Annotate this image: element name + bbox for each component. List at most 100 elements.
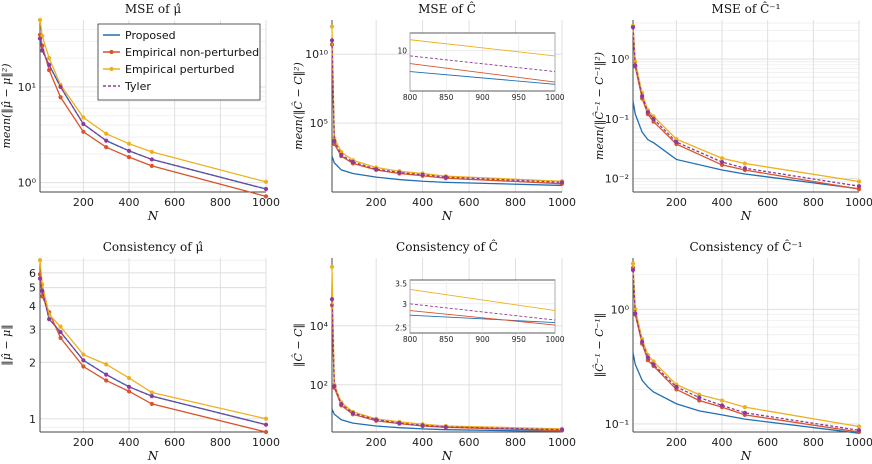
data-point [81, 358, 86, 363]
x-tick-label: 600 [459, 436, 480, 449]
x-tick-label: 400 [412, 196, 433, 209]
series-proposed [331, 155, 563, 187]
inset-x-tick-label: 900 [475, 335, 490, 344]
data-point [645, 109, 650, 115]
x-tick-label: 600 [757, 436, 778, 449]
data-point [37, 258, 43, 263]
data-point [104, 362, 109, 367]
legend: Proposed Empirical non-perturbed Empiric… [97, 23, 261, 101]
inset-y-tick-label: 10 [397, 46, 407, 55]
inset-zoom: 800 850 900 950 1000 10 [397, 32, 565, 102]
y-tick-label: 3 [29, 323, 36, 336]
series-line [409, 310, 556, 326]
data-point [81, 352, 86, 357]
data-point [149, 390, 154, 395]
series-line [409, 314, 556, 323]
data-point [339, 152, 344, 157]
series-line [632, 267, 860, 433]
x-tick-label: 1000 [845, 196, 872, 209]
series-tyler [37, 36, 269, 192]
x-tick-label: 1000 [845, 436, 872, 449]
y-axis-label: ‖Ĉ − C‖ [291, 323, 306, 367]
data-point [559, 180, 565, 185]
x-axis-label: N [147, 209, 159, 223]
data-point [630, 261, 636, 266]
y-tick-label: 10⁰ [611, 53, 630, 66]
data-point [630, 25, 636, 30]
series-tyler [37, 276, 269, 427]
x-tick-label: 800 [210, 196, 231, 209]
data-point [332, 138, 337, 144]
data-point [633, 311, 638, 316]
data-point [350, 159, 356, 165]
data-point [651, 362, 656, 367]
panel-title: Consistency of μ̂ [103, 240, 204, 254]
x-tick-label: 400 [119, 436, 140, 449]
data-point [104, 372, 109, 377]
x-tick-label: 400 [712, 436, 733, 449]
legend-marker [109, 49, 114, 55]
series-empirical-perturbed [409, 39, 556, 57]
data-point [47, 317, 52, 322]
x-tick-label: 600 [164, 196, 185, 209]
x-tick-label: 600 [757, 196, 778, 209]
minor-grid [633, 22, 859, 189]
panel-mse-cinv: 10⁻² 10⁻¹ 10⁰ 200 400 600 800 1000 MSE of Ĉ⁻¹ mea… [592, 0, 872, 223]
series-line [331, 408, 563, 433]
inset-x-tick-label: 800 [403, 335, 418, 344]
x-axis-label: N [441, 209, 453, 223]
x-tick-label: 200 [666, 436, 687, 449]
data-point [149, 394, 154, 399]
inset-x-tick-label: 1000 [545, 335, 564, 344]
data-point [856, 184, 862, 189]
y-axis-label: mean(‖Ĉ⁻¹ − C⁻¹‖²) [592, 52, 607, 160]
data-point [339, 402, 344, 407]
legend-marker [109, 66, 114, 72]
data-point [104, 378, 109, 383]
series-empirical-non-perturbed [630, 24, 862, 192]
y-tick-label: 10⁻¹ [605, 113, 629, 126]
series-line [632, 269, 860, 431]
series-empirical-perturbed [409, 288, 556, 311]
x-axis-label: N [147, 449, 159, 463]
data-point [697, 398, 702, 403]
panel-title: MSE of Ĉ [418, 0, 476, 16]
series-line [632, 263, 860, 428]
series-empirical-non-perturbed [409, 310, 556, 326]
legend-label-proposed: Proposed [125, 29, 176, 42]
x-tick-label: 200 [73, 196, 94, 209]
x-tick-label: 200 [366, 196, 387, 209]
y-tick-label: 5 [29, 282, 36, 295]
data-point [651, 116, 656, 122]
panel-title: MSE of μ̂ [125, 2, 182, 16]
data-point [633, 307, 638, 312]
series-tyler [630, 25, 862, 189]
data-point [719, 159, 725, 165]
series-line [39, 274, 267, 433]
series-line [331, 155, 563, 187]
series-line [409, 55, 556, 73]
panel-consistency-c: 10² 10⁴ 200 400 600 800 1000 Consistency of Ĉ ‖Ĉ… [291, 238, 576, 463]
data-point [126, 375, 132, 381]
y-tick-label: 10⁰ [18, 177, 37, 190]
x-tick-label: 400 [412, 436, 433, 449]
inset-y-tick-label: 3 [402, 300, 407, 309]
data-point [149, 149, 154, 154]
legend-label-empirical-perturbed: Empirical perturbed [125, 63, 234, 76]
y-tick-label: 4 [29, 300, 36, 313]
data-point [719, 398, 725, 403]
inset-x-tick-label: 900 [475, 93, 490, 102]
data-point [633, 63, 638, 68]
data-point [329, 38, 335, 43]
data-point [742, 410, 747, 415]
y-axis-label: mean(‖Ĉ − C‖²) [291, 62, 306, 150]
data-point [329, 264, 335, 269]
x-tick-label: 800 [505, 436, 526, 449]
series-line [331, 40, 563, 184]
series-line [409, 288, 556, 311]
y-axis-label: ‖Ĉ⁻¹ − C⁻¹‖ [592, 313, 607, 377]
data-point [559, 427, 565, 432]
data-point [263, 179, 269, 184]
series-proposed [409, 71, 556, 85]
data-point [58, 324, 63, 329]
